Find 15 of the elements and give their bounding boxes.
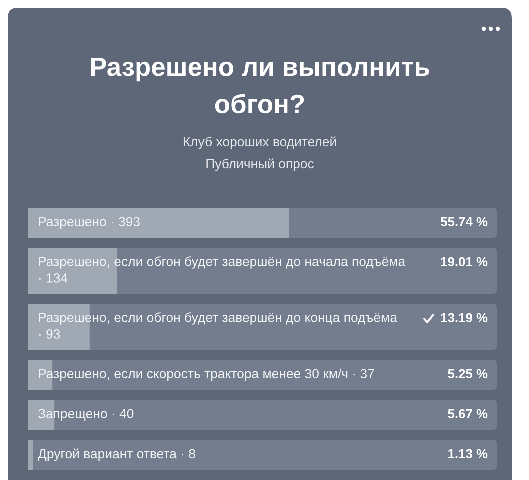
y-tick-label: Разрешено, если обгон будет завершён до конца подъёма · 93	[39, 312, 398, 339]
y-tick-label: Разрешено, если скорость трактора менее 30 км/ч · 37	[39, 368, 374, 382]
data-label: 19.01 %	[441, 257, 488, 266]
data-label: 5.67 %	[448, 409, 488, 418]
data-label: 5.25 %	[448, 369, 488, 378]
chart-subtitle: Клуб хороших водителей	[184, 136, 336, 150]
data-label: 55.74 %	[441, 217, 488, 226]
y-tick-label: Запрещено · 40	[38, 409, 134, 422]
chart-title: Разрешено ли выполнить обгон?	[91, 58, 430, 114]
data-label: 13.19 %	[441, 313, 488, 322]
y-tick-label: Разрешено · 393	[39, 217, 140, 230]
data-label: 1.13 %	[448, 449, 488, 458]
y-tick-label: Разрешено, если обгон будет завершён до начала подъёма · 134	[39, 256, 406, 283]
y-tick-label: Другой вариант ответа · 8	[38, 448, 196, 462]
text: Публичный опрос	[206, 158, 314, 172]
